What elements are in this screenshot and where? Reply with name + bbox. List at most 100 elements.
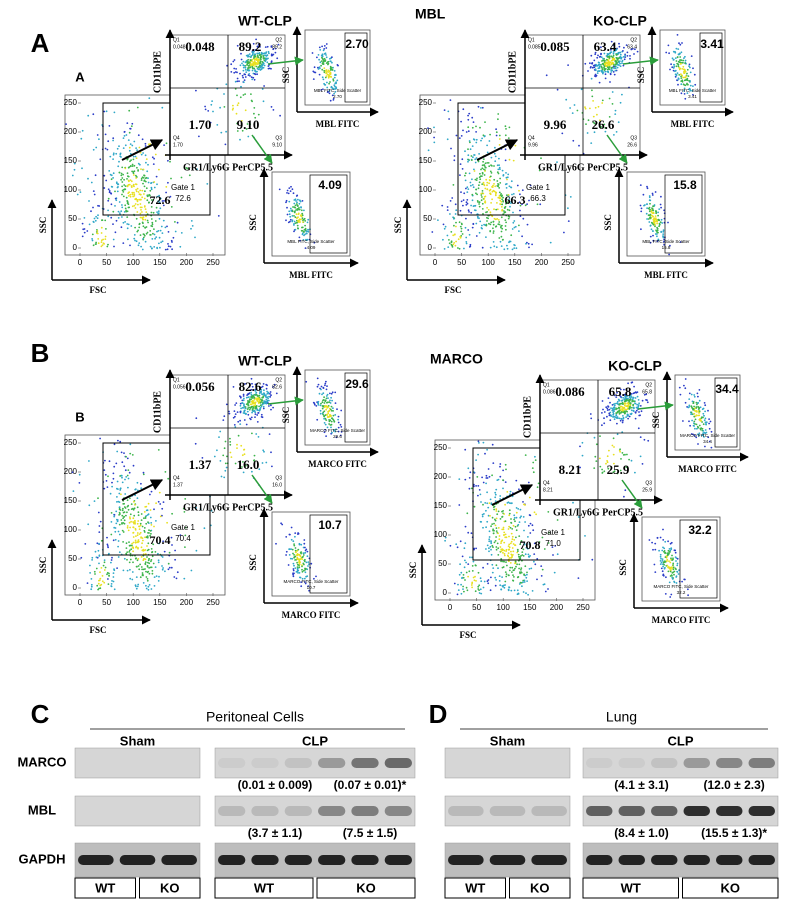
quad-name: Q2	[645, 382, 652, 388]
event-dot	[323, 50, 325, 52]
event-dot	[465, 237, 467, 239]
event-dot	[95, 147, 97, 149]
event-dot	[264, 395, 266, 397]
axis-label: SSC	[248, 214, 258, 231]
event-dot	[124, 204, 126, 206]
event-dot	[484, 581, 486, 583]
event-dot	[641, 208, 643, 210]
event-dot	[467, 563, 469, 565]
event-dot	[328, 416, 330, 418]
event-dot	[478, 161, 480, 163]
event-dot	[129, 518, 131, 520]
event-dot	[318, 384, 320, 386]
event-dot	[485, 548, 487, 550]
event-dot	[267, 398, 269, 400]
event-dot	[307, 551, 309, 553]
event-dot	[606, 416, 608, 418]
event-dot	[481, 228, 483, 230]
event-dot	[490, 164, 492, 166]
event-dot	[114, 514, 116, 516]
event-dot	[496, 202, 498, 204]
event-dot	[670, 547, 672, 549]
y-tick-label: 200	[434, 472, 448, 481]
event-dot	[324, 60, 326, 62]
y-tick-label: 100	[419, 185, 433, 194]
event-dot	[262, 386, 264, 388]
event-dot	[195, 443, 197, 445]
event-dot	[455, 226, 457, 228]
event-dot	[482, 208, 484, 210]
event-dot	[528, 247, 530, 249]
event-dot	[672, 557, 674, 559]
event-dot	[94, 571, 96, 573]
event-dot	[93, 149, 95, 151]
event-dot	[141, 154, 143, 156]
event-dot	[458, 478, 460, 480]
event-dot	[243, 67, 245, 69]
event-dot	[320, 403, 322, 405]
event-dot	[224, 447, 226, 449]
event-dot	[511, 180, 513, 182]
event-dot	[491, 554, 493, 556]
event-dot	[517, 524, 519, 526]
event-dot	[498, 511, 500, 513]
event-dot	[243, 399, 245, 401]
event-dot	[142, 572, 144, 574]
event-dot	[297, 199, 299, 201]
event-dot	[530, 568, 532, 570]
event-dot	[508, 137, 510, 139]
event-dot	[503, 534, 505, 536]
event-dot	[97, 238, 99, 240]
event-dot	[662, 233, 664, 235]
event-dot	[691, 420, 693, 422]
quad-name: Q3	[275, 475, 282, 481]
event-dot	[504, 536, 506, 538]
event-dot	[508, 545, 510, 547]
event-dot	[489, 530, 491, 532]
event-dot	[474, 158, 476, 160]
event-dot	[138, 568, 140, 570]
event-dot	[668, 560, 670, 562]
event-dot	[296, 558, 298, 560]
event-dot	[304, 225, 306, 227]
event-dot	[654, 217, 656, 219]
event-dot	[314, 404, 316, 406]
event-dot	[590, 55, 592, 57]
event-dot	[695, 410, 697, 412]
event-dot	[326, 398, 328, 400]
event-dot	[322, 401, 324, 403]
event-dot	[635, 412, 637, 414]
event-dot	[640, 228, 642, 230]
event-dot	[289, 221, 291, 223]
event-dot	[129, 150, 131, 152]
event-dot	[173, 237, 175, 239]
event-dot	[671, 542, 673, 544]
event-dot	[256, 409, 258, 411]
event-dot	[684, 84, 686, 86]
event-dot	[508, 544, 510, 546]
event-dot	[139, 190, 141, 192]
event-dot	[135, 541, 137, 543]
event-dot	[145, 145, 147, 147]
event-dot	[113, 516, 115, 518]
event-dot	[127, 527, 129, 529]
event-dot	[300, 544, 302, 546]
event-dot	[303, 235, 305, 237]
event-dot	[634, 403, 636, 405]
event-dot	[496, 180, 498, 182]
event-dot	[322, 76, 324, 78]
event-dot	[465, 562, 467, 564]
quad-name: Q4	[543, 480, 550, 486]
event-dot	[304, 220, 306, 222]
event-dot	[667, 565, 669, 567]
quad-value: 63.4	[594, 39, 617, 54]
event-dot	[94, 500, 96, 502]
event-dot	[151, 524, 153, 526]
event-dot	[146, 187, 148, 189]
event-dot	[498, 219, 500, 221]
event-dot	[455, 241, 457, 243]
event-dot	[503, 527, 505, 529]
event-dot	[503, 542, 505, 544]
event-dot	[114, 112, 116, 114]
event-dot	[331, 69, 333, 71]
